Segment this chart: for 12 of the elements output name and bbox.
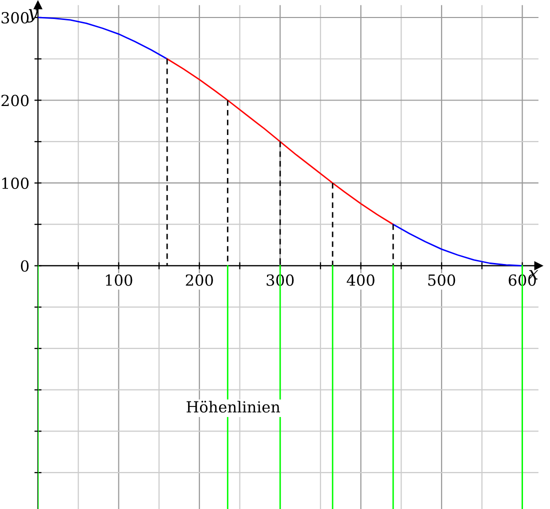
y-tick-label: 300 <box>2 12 29 24</box>
line-series <box>392 224 523 266</box>
x-tick-label: 500 <box>428 274 456 286</box>
x-tick-label: 400 <box>346 274 374 286</box>
line-series <box>166 58 394 226</box>
line-series <box>38 16 168 60</box>
x-tick-label: 100 <box>106 274 132 286</box>
y-tick-label: 200 <box>1 94 29 106</box>
x-tick-label: 200 <box>186 274 213 286</box>
y-tick-label: 0 <box>20 260 29 272</box>
annotation: Höhenlinien <box>186 400 280 413</box>
y-tick-label: 100 <box>2 177 29 190</box>
